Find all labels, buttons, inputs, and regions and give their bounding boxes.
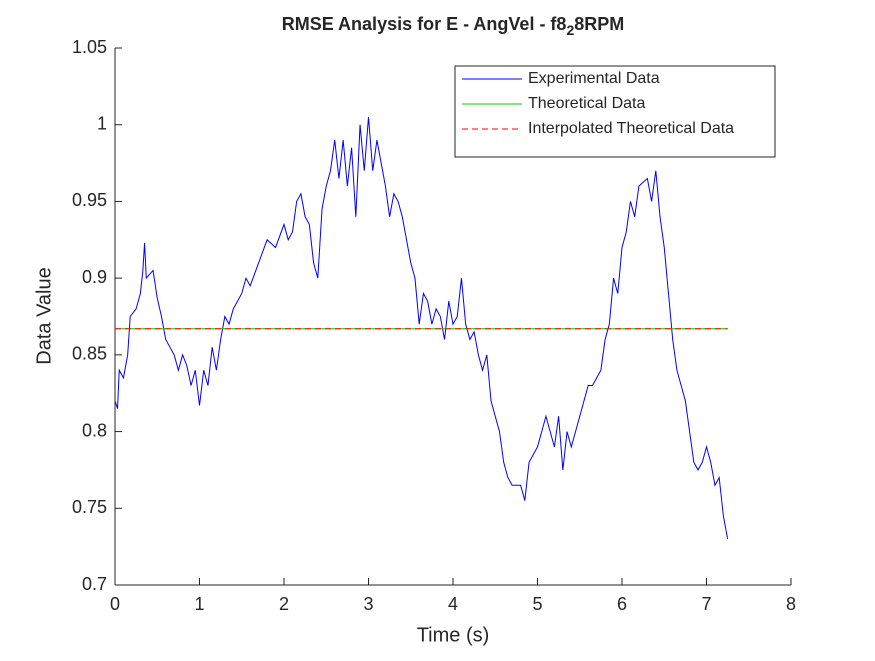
legend-label: Interpolated Theoretical Data: [528, 120, 734, 137]
legend-box: [454, 65, 776, 158]
chart-title: RMSE Analysis for E - AngVel - f828RPM: [282, 14, 625, 38]
x-tick-label: 2: [279, 594, 289, 614]
title-subscript: 2: [566, 22, 574, 38]
legend-label: Theoretical Data: [528, 95, 645, 112]
x-tick-label: 4: [448, 594, 458, 614]
y-tick-label: 0.9: [82, 267, 107, 287]
x-tick-label: 5: [532, 594, 542, 614]
y-tick-label: 0.7: [82, 574, 107, 594]
y-tick-label: 1.05: [72, 37, 107, 57]
x-tick-label: 0: [110, 594, 120, 614]
y-tick-label: 1: [97, 113, 107, 133]
x-tick-label: 8: [786, 594, 796, 614]
legend-label: Experimental Data: [528, 70, 660, 87]
x-tick-label: 6: [617, 594, 627, 614]
data-line: [114, 117, 729, 540]
y-tick-label: 0.95: [72, 190, 107, 210]
title-main: RMSE Analysis for E - AngVel - f8: [282, 14, 567, 34]
y-tick-label: 0.75: [72, 497, 107, 517]
y-tick-label: 0.8: [82, 420, 107, 440]
title-suffix: 8RPM: [574, 14, 624, 34]
y-axis-label: Data Value: [33, 267, 55, 364]
x-tick-label: 7: [701, 594, 711, 614]
y-tick-label: 0.85: [72, 344, 107, 364]
x-axis-label: Time (s): [417, 624, 490, 646]
x-tick-label: 1: [194, 594, 204, 614]
x-tick-label: 3: [363, 594, 373, 614]
